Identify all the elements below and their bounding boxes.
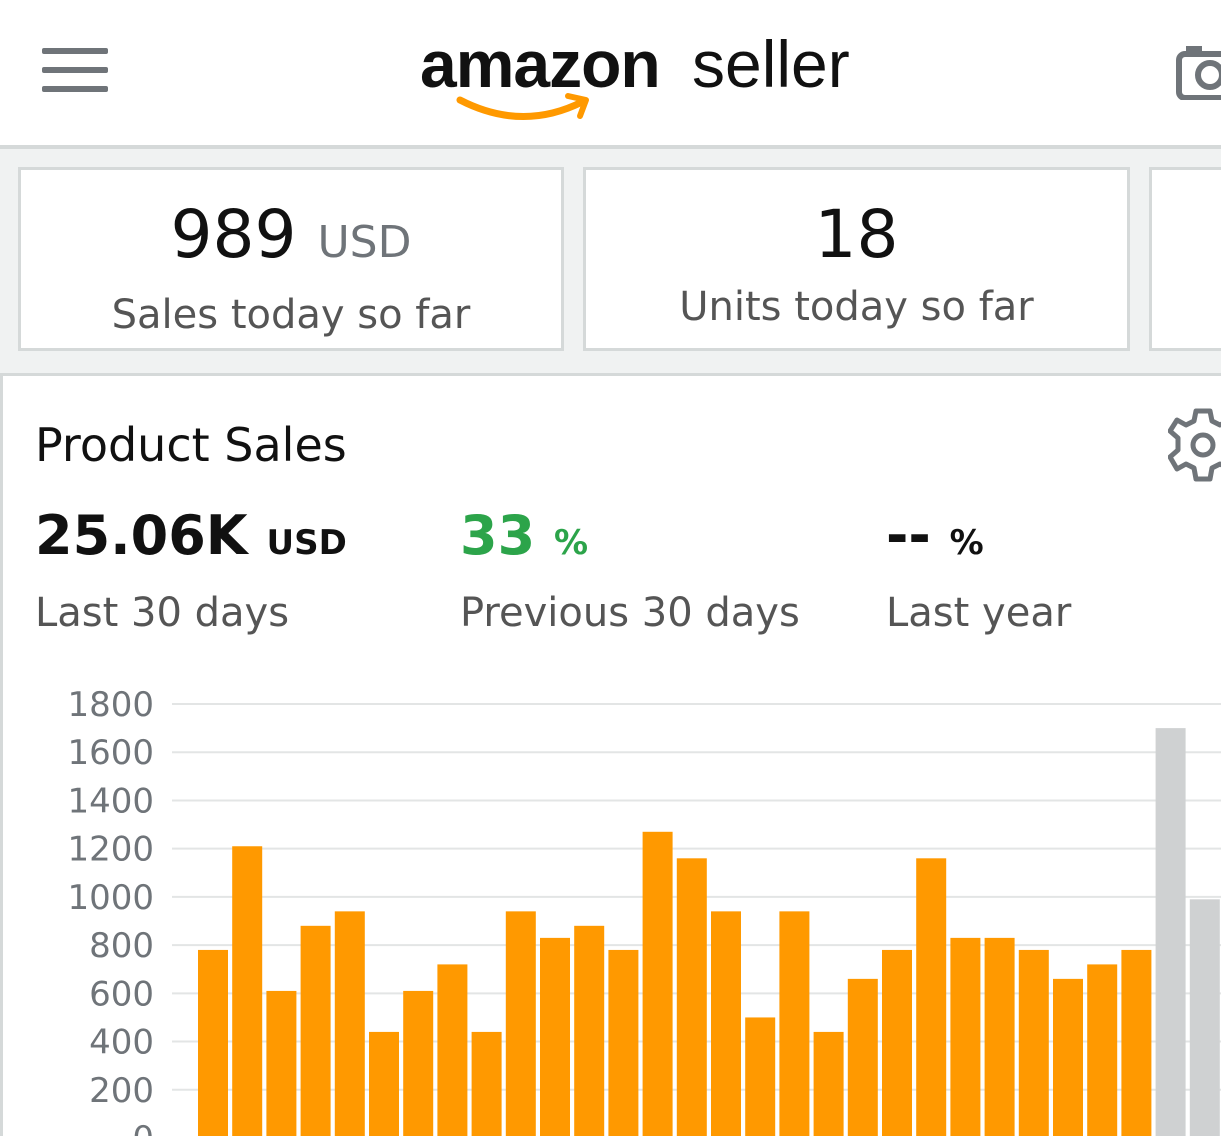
sales-bar[interactable] <box>711 911 741 1136</box>
sales-bar[interactable] <box>745 1017 776 1136</box>
sales-bar[interactable] <box>1053 978 1083 1136</box>
metric-last-year-label: Last year <box>886 590 1072 636</box>
sales-bar[interactable] <box>916 858 947 1136</box>
sales-bar[interactable] <box>882 949 912 1136</box>
hamburger-menu-icon[interactable] <box>42 48 108 92</box>
sales-bar[interactable] <box>232 846 263 1136</box>
current-period-bar[interactable] <box>1155 728 1186 1136</box>
sales-bar[interactable] <box>437 964 468 1136</box>
y-tick-label: 200 <box>89 1071 154 1111</box>
sales-bar[interactable] <box>984 937 1015 1136</box>
y-tick-label: 1400 <box>67 781 154 821</box>
metric-last-30-days-value-line: 25.06K USD <box>35 505 347 574</box>
sales-bar[interactable] <box>642 831 673 1136</box>
y-tick-label: 1000 <box>67 878 154 918</box>
y-tick-label: 400 <box>89 1023 154 1063</box>
metric-last-30-days-value: 25.06K <box>35 504 248 567</box>
app-header: amazon seller <box>0 0 1221 145</box>
y-tick-label: 1800 <box>67 685 154 725</box>
sales-bar[interactable] <box>505 911 536 1136</box>
product-sales-title: Product Sales <box>35 418 347 472</box>
amazon-seller-logo: amazon seller <box>420 22 870 122</box>
sales-today-value: 989 <box>170 196 297 273</box>
y-tick-label: 1200 <box>67 830 154 870</box>
product-sales-bar-chart: 0 200 400 600 800 1000 1200 1400 1600 1800 <box>67 685 1221 1136</box>
sales-bar[interactable] <box>403 990 434 1136</box>
sales-today-unit: USD <box>317 217 412 268</box>
current-period-bar[interactable] <box>1189 899 1220 1136</box>
metric-previous-30-days-label: Previous 30 days <box>460 590 800 636</box>
sales-today-card[interactable]: 989 USD Sales today so far <box>18 167 564 351</box>
units-today-value: 18 <box>814 196 899 273</box>
units-today-label: Units today so far <box>679 284 1034 330</box>
sales-bar[interactable] <box>540 937 570 1136</box>
sales-bar[interactable] <box>574 925 605 1136</box>
amazon-smile-icon <box>456 93 589 120</box>
metric-last-30-days: 25.06K USD Last 30 days <box>35 505 347 637</box>
sales-bar[interactable] <box>1121 949 1152 1136</box>
sales-bar[interactable] <box>471 1031 502 1136</box>
metric-last-30-days-unit: USD <box>266 523 347 563</box>
metric-previous-30-days-value-line: 33 % <box>460 505 800 574</box>
logo-word-amazon: amazon <box>420 27 661 101</box>
sales-bar[interactable] <box>608 949 639 1136</box>
units-today-value-line: 18 <box>586 200 1127 270</box>
y-tick-label: 800 <box>89 926 154 966</box>
camera-icon[interactable] <box>1176 40 1221 101</box>
y-tick-label: 1600 <box>67 733 154 773</box>
metric-last-year: -- % Last year <box>886 505 1072 637</box>
next-card-partial[interactable] <box>1149 167 1221 351</box>
metric-previous-30-days: 33 % Previous 30 days <box>460 505 800 637</box>
sales-bar[interactable] <box>676 858 707 1136</box>
sales-today-value-line: 989 USD <box>21 200 561 278</box>
sales-bar[interactable] <box>334 911 365 1136</box>
metric-previous-30-days-unit: % <box>553 523 589 563</box>
metric-previous-30-days-value: 33 <box>460 504 536 567</box>
header-divider <box>0 145 1221 149</box>
sales-bar[interactable] <box>950 937 981 1136</box>
units-today-card[interactable]: 18 Units today so far <box>583 167 1130 351</box>
logo-word-seller: seller <box>692 27 850 101</box>
metric-last-30-days-label: Last 30 days <box>35 590 290 636</box>
gear-icon[interactable] <box>1167 405 1221 485</box>
sales-bar[interactable] <box>1018 949 1049 1136</box>
metric-last-year-value: -- <box>886 504 931 567</box>
sales-bar[interactable] <box>266 990 297 1136</box>
y-tick-label: 600 <box>89 974 154 1014</box>
metric-last-year-unit: % <box>949 523 984 563</box>
metric-last-year-value-line: -- % <box>886 505 1071 574</box>
y-tick-label: 0 <box>132 1119 154 1136</box>
sales-bar[interactable] <box>847 978 878 1136</box>
sales-bar[interactable] <box>198 949 228 1136</box>
sales-bar[interactable] <box>300 925 331 1136</box>
sales-bar[interactable] <box>369 1031 399 1136</box>
sales-bar[interactable] <box>1087 964 1118 1136</box>
sales-today-label: Sales today so far <box>111 292 471 338</box>
sales-bar[interactable] <box>813 1031 844 1136</box>
sales-bar[interactable] <box>779 911 810 1136</box>
